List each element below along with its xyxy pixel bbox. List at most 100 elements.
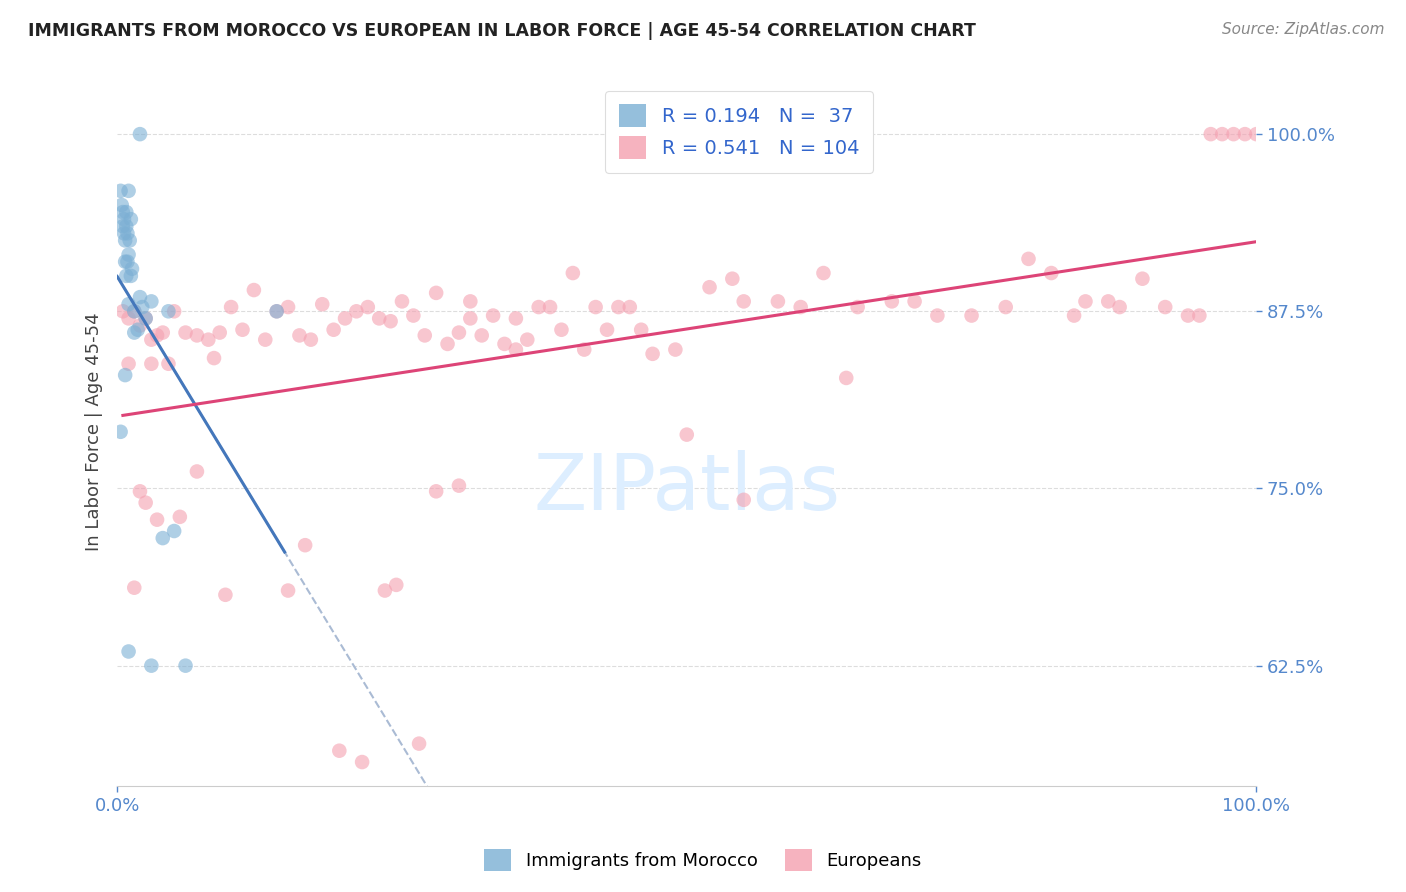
Point [243, 283, 266, 297]
Point [1097, 294, 1119, 309]
Point [460, 311, 482, 326]
Point [994, 300, 1017, 314]
Point [368, 311, 391, 326]
Point [115, 205, 138, 219]
Point [721, 271, 744, 285]
Point [374, 583, 396, 598]
Point [117, 297, 139, 311]
Text: IMMIGRANTS FROM MOROCCO VS EUROPEAN IN LABOR FORCE | AGE 45-54 CORRELATION CHART: IMMIGRANTS FROM MOROCCO VS EUROPEAN IN L… [28, 22, 976, 40]
Point [111, 205, 134, 219]
Point [299, 333, 322, 347]
Point [110, 184, 132, 198]
Point [1222, 127, 1244, 141]
Point [344, 304, 367, 318]
Point [120, 268, 142, 283]
Point [163, 304, 186, 318]
Point [311, 297, 333, 311]
Point [294, 538, 316, 552]
Point [115, 268, 138, 283]
Point [561, 266, 583, 280]
Point [402, 309, 425, 323]
Point [152, 326, 174, 340]
Point [277, 300, 299, 314]
Point [550, 323, 572, 337]
Point [129, 484, 152, 499]
Point [141, 658, 163, 673]
Point [1132, 271, 1154, 285]
Text: Source: ZipAtlas.com: Source: ZipAtlas.com [1222, 22, 1385, 37]
Point [169, 509, 191, 524]
Point [516, 333, 538, 347]
Point [1188, 309, 1211, 323]
Point [141, 357, 163, 371]
Point [391, 294, 413, 309]
Point [425, 285, 447, 300]
Point [413, 328, 436, 343]
Point [124, 581, 146, 595]
Point [135, 311, 157, 326]
Point [846, 300, 869, 314]
Point [131, 300, 153, 314]
Y-axis label: In Labor Force | Age 45-54: In Labor Force | Age 45-54 [86, 312, 103, 551]
Point [789, 300, 811, 314]
Point [117, 247, 139, 261]
Point [111, 198, 134, 212]
Point [114, 368, 136, 383]
Point [903, 294, 925, 309]
Point [124, 326, 146, 340]
Point [118, 234, 141, 248]
Point [835, 371, 858, 385]
Point [385, 578, 408, 592]
Point [117, 357, 139, 371]
Legend: Immigrants from Morocco, Europeans: Immigrants from Morocco, Europeans [477, 842, 929, 879]
Point [114, 254, 136, 268]
Point [111, 304, 134, 318]
Point [1246, 127, 1268, 141]
Point [352, 755, 374, 769]
Point [1040, 266, 1063, 280]
Point [1211, 127, 1233, 141]
Point [574, 343, 596, 357]
Point [121, 261, 143, 276]
Point [482, 309, 505, 323]
Point [699, 280, 721, 294]
Point [630, 323, 652, 337]
Point [219, 300, 242, 314]
Point [880, 294, 903, 309]
Point [675, 427, 697, 442]
Point [1154, 300, 1177, 314]
Point [157, 304, 180, 318]
Point [115, 219, 138, 234]
Point [607, 300, 630, 314]
Point [1063, 309, 1085, 323]
Point [112, 227, 135, 241]
Point [231, 323, 253, 337]
Point [436, 337, 458, 351]
Point [202, 351, 225, 365]
Point [766, 294, 789, 309]
Point [664, 343, 686, 357]
Point [1108, 300, 1130, 314]
Point [174, 326, 197, 340]
Point [1233, 127, 1256, 141]
Point [471, 328, 494, 343]
Point [408, 737, 430, 751]
Point [112, 212, 135, 227]
Point [197, 333, 219, 347]
Point [110, 425, 132, 439]
Point [333, 311, 356, 326]
Point [120, 212, 142, 227]
Point [157, 357, 180, 371]
Point [641, 347, 664, 361]
Point [141, 294, 163, 309]
Point [425, 484, 447, 499]
Point [288, 328, 311, 343]
Point [813, 266, 835, 280]
Point [186, 465, 208, 479]
Point [129, 318, 152, 333]
Point [117, 311, 139, 326]
Point [505, 343, 527, 357]
Point [357, 300, 380, 314]
Point [266, 304, 288, 318]
Point [152, 531, 174, 545]
